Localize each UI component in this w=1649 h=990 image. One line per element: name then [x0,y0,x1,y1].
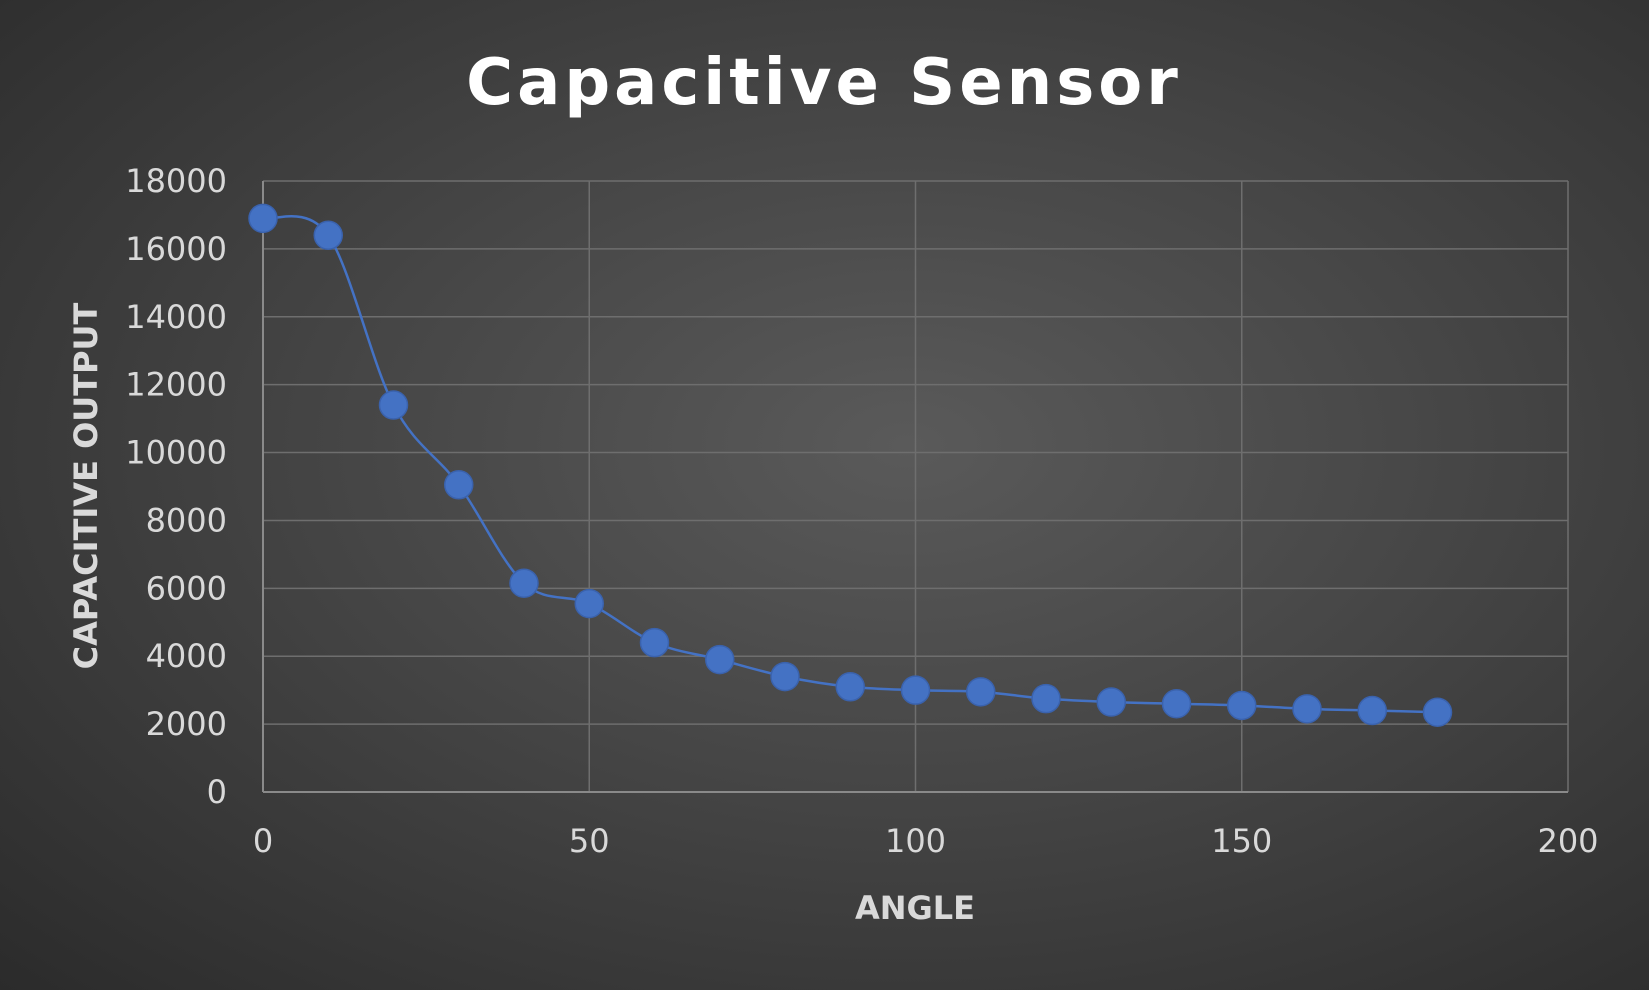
y-axis-label: CAPACITIVE OUTPUT [67,302,105,669]
data-point [378,390,409,420]
data-point [509,568,539,598]
y-tick-label: 4000 [146,637,227,675]
data-point [248,203,278,234]
data-point [1422,697,1453,727]
y-tick-label: 6000 [146,569,227,607]
y-tick-label: 0 [207,773,227,811]
y-tick-label: 10000 [125,434,227,472]
data-point [770,661,800,692]
y-tick-label: 8000 [146,501,227,539]
data-point [966,677,996,707]
y-tick-label: 2000 [146,705,227,743]
chart-title: Capacitive Sensor [466,46,1182,120]
x-tick-label: 150 [1211,822,1272,860]
data-point [705,644,735,675]
tick-labels: 0200040006000800010000120001400016000180… [125,162,1598,860]
data-point [444,470,474,500]
data-point [1031,683,1061,714]
data-point [1292,694,1322,724]
x-tick-label: 50 [569,822,610,860]
data-point [574,588,604,619]
y-tick-label: 12000 [125,366,227,404]
data-point [1096,687,1126,717]
data-series [248,203,1453,727]
x-tick-label: 0 [253,822,273,860]
x-tick-label: 100 [885,822,946,860]
series-line [262,214,1438,714]
y-tick-label: 18000 [125,162,227,200]
data-point [835,672,865,702]
data-point [900,675,931,705]
data-point [1161,688,1192,719]
axes [262,181,1568,793]
y-tick-label: 16000 [125,230,227,268]
x-tick-label: 200 [1537,822,1598,860]
data-point [639,627,670,658]
data-point [313,220,343,251]
data-point [1227,690,1257,721]
grid-lines [263,180,1569,792]
data-point [1357,695,1387,726]
y-tick-label: 14000 [125,298,227,336]
x-axis-label: ANGLE [855,889,975,927]
